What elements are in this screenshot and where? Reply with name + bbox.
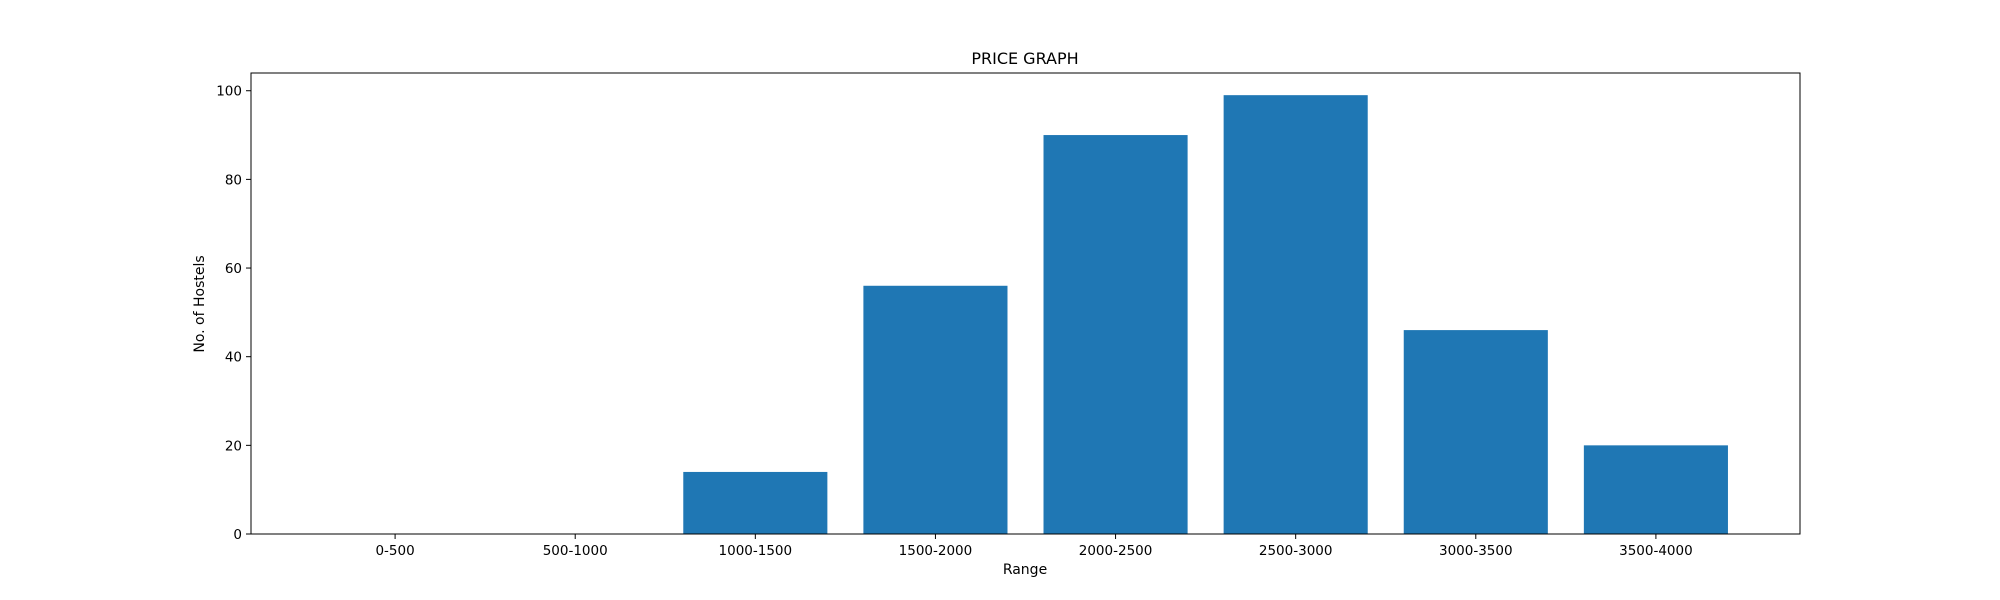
bar-3000-3500	[1403, 330, 1548, 534]
chart-title: PRICE GRAPH	[971, 49, 1078, 68]
y-axis-label: No. of Hostels	[192, 255, 208, 352]
bar-1500-2000	[863, 285, 1008, 534]
x-tick-label: 0-500	[375, 543, 414, 559]
x-tick-label: 3500-4000	[1619, 543, 1693, 559]
x-axis-ticks: 0-500 500-1000 1000-1500 1500-2000 2000-2500…	[375, 534, 1693, 559]
bar-2000-2500	[1043, 135, 1188, 535]
bar-2500-3000	[1223, 95, 1368, 535]
y-tick-label: 0	[233, 527, 242, 543]
y-tick-label: 40	[225, 350, 242, 366]
bar-1000-1500	[683, 471, 828, 534]
y-tick-label: 80	[225, 172, 242, 188]
x-tick-label: 2000-2500	[1079, 543, 1153, 559]
plot-area-frame	[250, 72, 1801, 535]
x-tick-label: 1500-2000	[899, 543, 973, 559]
bar-series	[683, 95, 1728, 535]
y-axis-ticks: 0 20 40 60 80 100	[216, 84, 251, 543]
x-tick-label: 3000-3500	[1439, 543, 1513, 559]
x-tick-label: 1000-1500	[719, 543, 793, 559]
y-tick-label: 100	[216, 84, 242, 100]
x-axis-label: Range	[1003, 562, 1047, 578]
x-tick-label: 2500-3000	[1259, 543, 1333, 559]
y-tick-label: 60	[225, 261, 242, 277]
bar-3500-4000	[1583, 445, 1728, 534]
y-tick-label: 20	[225, 438, 242, 454]
x-tick-label: 500-1000	[543, 543, 608, 559]
